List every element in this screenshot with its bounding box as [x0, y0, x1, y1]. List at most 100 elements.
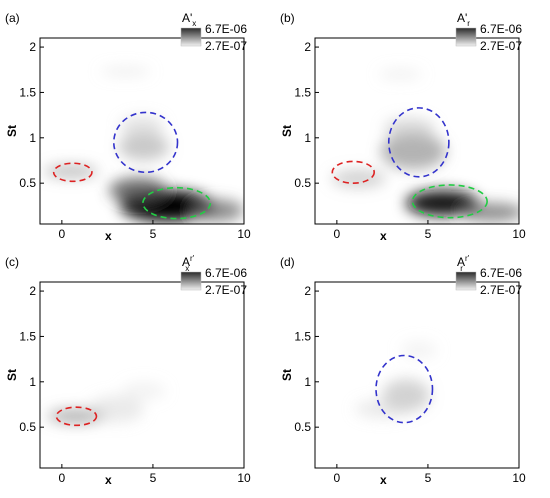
y-tick-label-a-1.5: 1.5	[19, 85, 36, 99]
y-tick-label-b-2: 2	[304, 40, 311, 54]
y-axis-label-a: St	[5, 125, 19, 137]
y-tick-label-d-0.5: 0.5	[294, 420, 311, 434]
heatmap-blob-b-1	[458, 203, 519, 222]
annotation-ellipse-a-0	[52, 162, 93, 183]
x-tick-label-c-5: 5	[150, 471, 157, 485]
heatmap-blob-b-4	[331, 169, 387, 188]
legend-title-main-c: A	[182, 255, 190, 269]
panel-label-a: (a)	[5, 11, 20, 25]
heatmap-blobs-b	[331, 68, 519, 222]
x-axis-label-a: x	[105, 229, 112, 243]
legend-title-d: Ar' r	[457, 254, 470, 273]
plot-area-d	[315, 282, 519, 468]
panel-label-c: (c)	[5, 255, 19, 269]
axis-frame-d	[314, 281, 520, 469]
heatmap-d	[355, 340, 438, 419]
axis-frame-a	[39, 37, 245, 225]
annotation-ellipse-a-1	[112, 111, 179, 174]
legend-title-main-a: A'	[182, 11, 192, 25]
legend-colorbar-a	[180, 27, 202, 47]
legend-min-label-d: 2.7E-07	[480, 283, 522, 297]
x-tick-label-c-10: 10	[237, 471, 251, 485]
x-tick-label-b-5: 5	[425, 227, 432, 241]
heatmap-blob-b-3	[384, 117, 436, 140]
x-tick-label-d-0: 0	[334, 471, 341, 485]
heatmap-blobs-c	[47, 381, 166, 424]
legend-colorbar-b	[455, 27, 477, 47]
legend-c: Ar' x 6.7E-06 2.7E-07	[180, 254, 247, 297]
heatmap-blob-c-1	[89, 395, 144, 423]
axis-frame-b	[314, 37, 520, 225]
y-tick-label-b-1.5: 1.5	[294, 85, 311, 99]
legend-max-label-a: 6.7E-06	[205, 22, 247, 36]
legend-title-c: Ar' x	[182, 254, 195, 273]
heatmap-blob-a-3	[118, 133, 170, 161]
y-axis-label-d: St	[280, 369, 294, 381]
annotation-ellipse-b-2	[411, 184, 488, 219]
x-axis-label-b: x	[380, 229, 387, 243]
y-tick-label-d-2: 2	[304, 284, 311, 298]
legend-title-main-d: A	[457, 255, 465, 269]
y-tick-label-a-1: 1	[29, 131, 36, 145]
legend-title-sub-d: r	[460, 264, 463, 273]
y-tick-label-d-1.5: 1.5	[294, 329, 311, 343]
heatmap-blob-c-2	[121, 381, 166, 400]
x-tick-label-a-5: 5	[150, 227, 157, 241]
heatmap-b	[331, 68, 519, 222]
legend-title-sup-d: r'	[465, 254, 470, 263]
legend-max-label-b: 6.7E-06	[480, 22, 522, 36]
heatmap-a	[43, 67, 244, 222]
panel-b: 0 5 10 0.5 1 1.5 2 x St (b) A'r 6.7E-06 2.7E-07	[280, 11, 526, 243]
heatmap-blob-a-6	[100, 67, 152, 77]
legend-colorbar-c	[180, 271, 202, 291]
heatmap-blobs-a	[43, 67, 244, 222]
annotation-ellipse-c-0	[55, 406, 98, 427]
heatmap-blob-a-4	[120, 116, 164, 138]
y-tick-label-c-2: 2	[29, 284, 36, 298]
panel-d: 0 5 10 0.5 1 1.5 2 x St (d) Ar' r 6.7E-06 2.7E-07	[280, 254, 526, 487]
panel-label-d: (d)	[280, 255, 295, 269]
legend-title-a: A'x	[182, 11, 196, 28]
x-tick-label-b-10: 10	[512, 227, 526, 241]
x-tick-label-d-5: 5	[425, 471, 432, 485]
x-axis-label-d: x	[380, 473, 387, 487]
legend-title-sub-a: x	[192, 19, 196, 28]
x-tick-label-a-0: 0	[59, 227, 66, 241]
axis-frame-c	[39, 281, 245, 469]
legend-colorbar-d	[455, 271, 477, 291]
legend-title-sub-b: r	[467, 19, 470, 28]
y-tick-label-c-0.5: 0.5	[19, 420, 36, 434]
legend-d: Ar' r 6.7E-06 2.7E-07	[455, 254, 522, 297]
y-tick-label-a-2: 2	[29, 40, 36, 54]
x-tick-label-b-0: 0	[334, 227, 341, 241]
heatmap-blob-d-2	[400, 340, 438, 360]
x-tick-label-d-10: 10	[512, 471, 526, 485]
legend-title-b: A'r	[457, 11, 470, 28]
legend-max-label-c: 6.7E-06	[205, 266, 247, 280]
annotation-ellipse-b-0	[331, 160, 375, 184]
heatmap-blob-b-5	[378, 68, 423, 80]
annotation-ellipse-b-1	[387, 107, 450, 178]
y-tick-label-d-1: 1	[304, 375, 311, 389]
legend-min-label-b: 2.7E-07	[480, 39, 522, 53]
y-tick-label-b-0.5: 0.5	[294, 176, 311, 190]
x-axis-label-c: x	[105, 473, 112, 487]
legend-title-sup-c: r'	[190, 254, 195, 263]
legend-title-main-b: A'	[457, 11, 467, 25]
heatmap-c	[47, 381, 166, 424]
panel-label-b: (b)	[280, 11, 295, 25]
y-tick-label-b-1: 1	[304, 131, 311, 145]
legend-min-label-a: 2.7E-07	[205, 39, 247, 53]
legend-a: A'x 6.7E-06 2.7E-07	[180, 11, 247, 53]
y-tick-label-c-1.5: 1.5	[19, 329, 36, 343]
y-tick-label-c-1: 1	[29, 375, 36, 389]
heatmap-blobs-d	[355, 340, 438, 419]
legend-title-sub-c: x	[185, 264, 189, 273]
y-axis-label-c: St	[5, 369, 19, 381]
legend-b: A'r 6.7E-06 2.7E-07	[455, 11, 522, 53]
heatmap-blob-a-1	[109, 177, 168, 204]
heatmap-blob-a-2	[189, 199, 244, 222]
